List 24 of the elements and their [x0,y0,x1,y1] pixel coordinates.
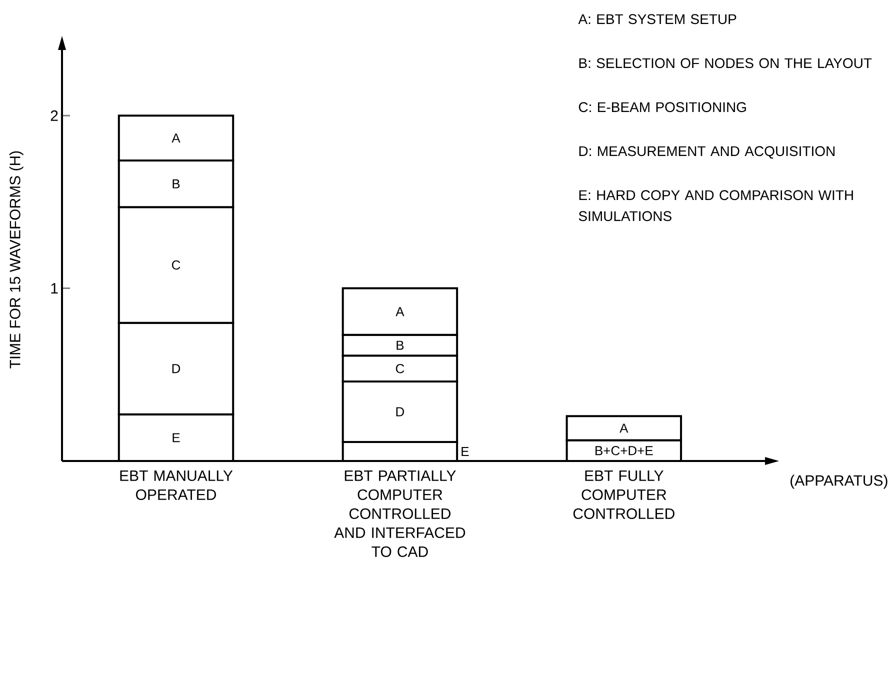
y-tick-label: 2 [50,110,58,121]
series-label: E [462,447,469,456]
annotation: D: MEASUREMENT AND ACQUISITION [579,146,835,159]
series-label: A [620,424,628,433]
text: A: EBT SYSTEM SETUP [578,14,736,24]
y-tick-label: 1 [51,283,58,294]
annotation: E: HARD COPY AND COMPARISON WITH SIMULATIONS [578,190,853,222]
series-label: B [396,340,404,350]
text: A [172,134,180,143]
text: C [172,260,180,270]
x-tick-label: EBT PARTIALLY COMPUTER CONTROLLED AND INTERFACED TO CAD [334,470,466,557]
annotation: B: SELECTION OF NODES ON THE LAYOUT [579,58,872,68]
x-axis-title: (APPARATUS) [790,474,888,489]
text: A [396,307,404,316]
y-axis-title: TIME FOR 15 WAVEFORMS (H) [9,151,24,368]
series-label: D [396,407,404,416]
x-tick-label: EBT MANUALLY OPERATED [120,470,233,500]
series-label: C [396,364,404,374]
text: E [172,433,180,442]
x-tick-label: EBT FULLY COMPUTER CONTROLLED [573,470,674,519]
series-label: B+C+D+E [596,446,653,456]
annotation: C: E-BEAM POSITIONING [578,102,746,112]
text: B [172,179,180,188]
text: D [172,364,180,374]
